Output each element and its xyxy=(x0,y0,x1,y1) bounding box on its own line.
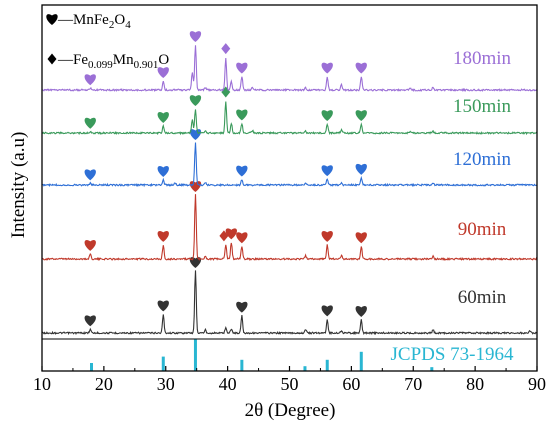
x-tick-label: 20 xyxy=(95,374,113,394)
mnfe2o4-heart-marker xyxy=(321,62,333,74)
mnfe2o4-heart-marker xyxy=(157,300,169,312)
mnfe2o4-heart-marker xyxy=(355,110,367,122)
mnfe2o4-heart-marker xyxy=(84,169,96,181)
x-tick-label: 30 xyxy=(157,374,175,394)
x-tick-label: 70 xyxy=(404,374,422,394)
mnfe2o4-heart-marker xyxy=(355,62,367,74)
fe-mn-o-diamond-marker xyxy=(221,86,231,98)
mnfe2o4-heart-marker xyxy=(355,232,367,244)
mnfe2o4-heart-marker xyxy=(236,165,248,177)
xrd-line-150min xyxy=(41,101,538,136)
legend-diamond-icon xyxy=(47,53,57,65)
mnfe2o4-heart-marker xyxy=(189,181,202,192)
reference-peak-bar xyxy=(90,363,93,371)
reference-peak-bar xyxy=(161,356,165,371)
xrd-pattern-150min: 150min xyxy=(41,86,538,136)
x-tick-label: 80 xyxy=(466,374,484,394)
legend-entry-label: —Fe0.099Mn0.901O xyxy=(57,52,169,71)
mnfe2o4-heart-marker xyxy=(321,305,333,317)
mnfe2o4-heart-marker xyxy=(355,163,367,175)
x-tick-label: 50 xyxy=(281,374,299,394)
legend-heart-icon xyxy=(46,14,58,25)
mnfe2o4-heart-marker xyxy=(84,74,96,86)
x-tick-label: 90 xyxy=(528,374,546,394)
mnfe2o4-heart-marker xyxy=(157,67,169,78)
reference-peak-bar xyxy=(325,359,329,371)
axes-frame: 10 20 30 40 50 60 70 80 90 —MnFe2O4 —Fe0.099Mn0.90… xyxy=(33,4,546,394)
mnfe2o4-heart-marker xyxy=(189,95,202,106)
xrd-pattern-180min: 180min xyxy=(41,31,538,92)
xrd-pattern-60min: 60min xyxy=(41,257,538,336)
mnfe2o4-heart-marker xyxy=(157,112,169,123)
mnfe2o4-heart-marker xyxy=(157,230,169,242)
xrd-pattern-90min: 90min xyxy=(41,181,538,261)
mnfe2o4-heart-marker xyxy=(189,129,202,140)
mnfe2o4-heart-marker xyxy=(236,301,248,313)
series-label-90min: 90min xyxy=(458,219,507,240)
series-label-120min: 120min xyxy=(453,149,512,170)
reference-peak-bar xyxy=(359,351,363,371)
mnfe2o4-heart-marker xyxy=(236,232,248,244)
mnfe2o4-heart-marker xyxy=(321,110,333,122)
reference-peak-bar xyxy=(430,367,434,371)
series-label-60min: 60min xyxy=(458,287,507,308)
mnfe2o4-heart-marker xyxy=(84,315,96,327)
fe-mn-o-diamond-marker xyxy=(221,43,231,55)
mnfe2o4-heart-marker xyxy=(84,239,96,251)
x-tick-label: 10 xyxy=(33,374,51,394)
mnfe2o4-heart-marker xyxy=(321,230,333,242)
x-axis-label: 2θ (Degree) xyxy=(245,400,336,421)
y-axis-label: Intensity (a.u) xyxy=(8,132,29,239)
reference-pattern: JCPDS 73-1964 xyxy=(90,339,514,371)
xrd-line-60min xyxy=(41,270,538,336)
reference-peak-bar xyxy=(240,359,244,371)
reference-label: JCPDS 73-1964 xyxy=(391,344,514,365)
mnfe2o4-heart-marker xyxy=(157,166,169,177)
mnfe2o4-heart-marker xyxy=(355,306,367,317)
mnfe2o4-heart-marker xyxy=(236,62,248,74)
series-label-150min: 150min xyxy=(453,96,512,117)
xrd-line-90min xyxy=(41,194,538,261)
series-label-180min: 180min xyxy=(453,48,512,69)
reference-peak-bar xyxy=(303,366,307,371)
mnfe2o4-heart-marker xyxy=(236,109,248,121)
reference-peak-bar xyxy=(193,339,197,371)
x-tick-label: 60 xyxy=(342,374,360,394)
legend: —MnFe2O4 —Fe0.099Mn0.901O xyxy=(46,12,169,71)
xrd-line-180min xyxy=(41,45,538,92)
xrd-pattern-120min: 120min xyxy=(41,129,538,188)
xrd-line-120min xyxy=(41,142,538,188)
mnfe2o4-heart-marker xyxy=(84,117,96,129)
mnfe2o4-heart-marker xyxy=(189,31,202,42)
mnfe2o4-heart-marker xyxy=(225,228,238,240)
x-tick-label: 40 xyxy=(219,374,237,394)
legend-entry-label: —MnFe2O4 xyxy=(57,12,131,31)
mnfe2o4-heart-marker xyxy=(321,165,333,177)
plot-area: 60min 90min 120min 150min 180min JCPDS 73-196… xyxy=(41,31,538,371)
